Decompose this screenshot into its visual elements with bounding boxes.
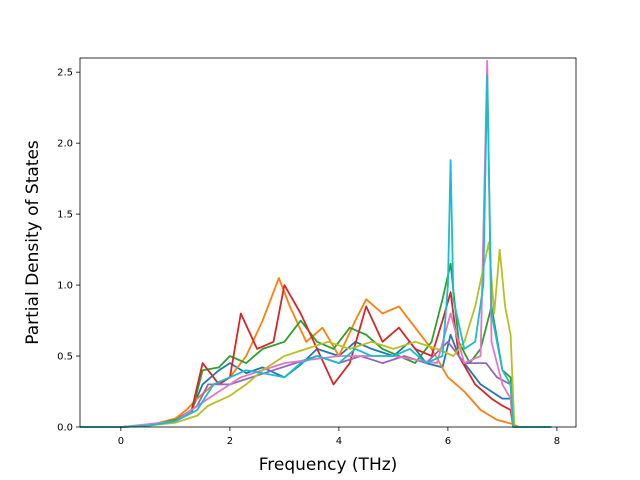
y-tick-label: 0.5 xyxy=(57,352,73,363)
series-line-7 xyxy=(80,241,552,428)
series-layer xyxy=(80,59,552,428)
x-axis-ticks: 0 2 4 6 8 xyxy=(118,427,560,447)
series-line-4 xyxy=(80,284,552,428)
x-tick-label: 4 xyxy=(336,436,342,447)
y-tick-label: 2.5 xyxy=(57,68,73,79)
y-tick-label: 1.0 xyxy=(57,281,73,292)
x-tick-label: 0 xyxy=(118,436,124,447)
y-tick-label: 1.5 xyxy=(57,210,73,221)
y-axis-label: Partial Density of States xyxy=(23,140,43,345)
series-line-8 xyxy=(80,74,552,428)
x-tick-label: 8 xyxy=(554,436,560,447)
x-tick-label: 2 xyxy=(227,436,233,447)
series-line-3 xyxy=(80,262,552,428)
y-tick-label: 2.0 xyxy=(57,139,73,150)
plot-frame xyxy=(79,57,577,428)
series-line-6 xyxy=(80,59,552,428)
y-tick-label: 0.0 xyxy=(57,423,73,434)
x-tick-label: 6 xyxy=(445,436,451,447)
y-axis-ticks: 0.0 0.5 1.0 1.5 2.0 2.5 xyxy=(57,68,80,434)
x-axis-label: Frequency (THz) xyxy=(259,455,398,475)
